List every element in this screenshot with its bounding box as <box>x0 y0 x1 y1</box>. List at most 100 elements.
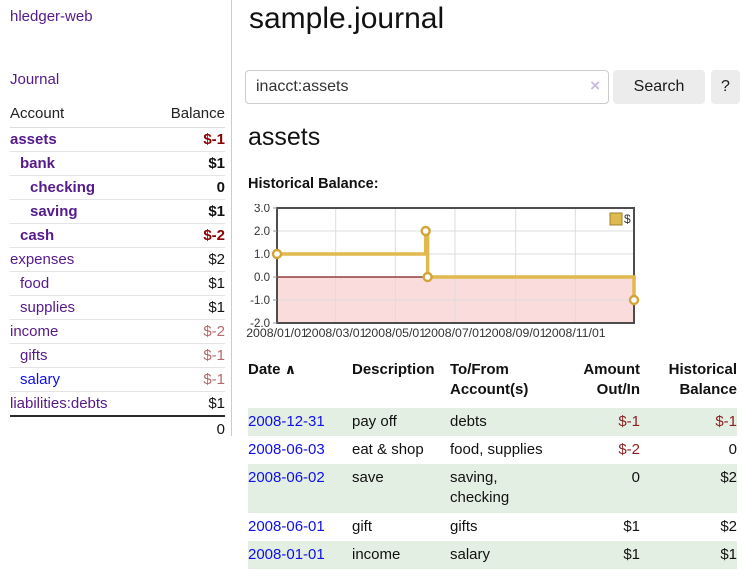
svg-text:1.0: 1.0 <box>254 249 270 261</box>
help-button[interactable]: ? <box>711 70 740 104</box>
account-balance: $2 <box>148 247 225 272</box>
transaction-row: 2008-12-31 pay off debts $-1 $-1 <box>248 407 737 436</box>
transaction-description: eat & shop <box>352 440 424 458</box>
account-balance: $1 <box>148 391 225 416</box>
account-balance: 0 <box>148 175 225 200</box>
transaction-row: 2008-06-03 eat & shop food, supplies $-2 0 <box>248 436 737 464</box>
account-name-cell: gifts <box>10 343 149 368</box>
svg-text:2.0: 2.0 <box>254 226 270 238</box>
svg-text:-1.0: -1.0 <box>250 295 270 307</box>
account-row: expenses $2 <box>10 247 225 272</box>
account-row: liabilities:debts $1 <box>10 391 225 416</box>
transaction-amount: $-1 <box>550 407 640 436</box>
transaction-date-link[interactable]: 2008-06-01 <box>248 517 325 535</box>
transaction-amount: $1 <box>623 517 640 535</box>
account-heading: assets <box>248 123 321 151</box>
account-balance: $-1 <box>148 367 225 392</box>
transaction-date-cell: 2008-06-01 <box>248 513 352 541</box>
sidebar-accounts-table: Account Balance assets $-1 bank $1 checking 0… <box>10 103 225 441</box>
transaction-date-link[interactable]: 2008-12-31 <box>248 412 325 430</box>
account-row: checking 0 <box>10 175 225 200</box>
account-row: income $-2 <box>10 319 225 344</box>
account-balance: $-1 <box>203 131 225 148</box>
transaction-amount: $-2 <box>618 440 640 458</box>
register-header-date[interactable]: Date ∧ <box>248 360 352 408</box>
account-row: salary $-1 <box>10 367 225 392</box>
account-link[interactable]: supplies <box>20 299 76 316</box>
sidebar-nav-journal[interactable]: Journal <box>10 71 60 88</box>
data-point-marker <box>420 225 431 237</box>
account-row: bank $1 <box>10 151 225 176</box>
account-name-cell: assets <box>10 128 148 152</box>
account-link[interactable]: income <box>10 323 59 340</box>
svg-text:2008/09/01: 2008/09/01 <box>485 326 547 340</box>
account-link[interactable]: food <box>20 275 50 292</box>
transaction-description: pay off <box>352 407 450 436</box>
account-link[interactable]: saving <box>30 203 78 220</box>
account-link[interactable]: cash <box>20 227 55 244</box>
account-name-cell: food <box>10 271 149 296</box>
search-button[interactable]: Search <box>613 70 705 104</box>
account-name-cell: salary <box>10 367 149 392</box>
account-balance: $-2 <box>148 319 225 344</box>
accounts-header-account: Account <box>10 103 149 128</box>
svg-text:2008/11/01: 2008/11/01 <box>545 326 606 340</box>
account-link[interactable]: assets <box>10 131 57 148</box>
account-row: food $1 <box>10 271 225 296</box>
account-row: gifts $-1 <box>10 343 225 368</box>
transaction-description: gift <box>352 517 373 535</box>
svg-text:0.0: 0.0 <box>254 272 270 284</box>
account-balance: $-2 <box>148 223 225 248</box>
search-input[interactable] <box>245 70 609 104</box>
transaction-balance: 0 <box>728 440 737 458</box>
svg-text:-2.0: -2.0 <box>250 318 270 330</box>
data-point-marker <box>271 248 283 260</box>
register-header-description: Description <box>352 361 435 378</box>
transaction-amount: 0 <box>550 464 640 513</box>
register-header-amount: Amount Out/In <box>583 361 640 398</box>
transaction-accounts: food, supplies <box>450 440 543 458</box>
transaction-date-link[interactable]: 2008-01-01 <box>248 545 325 563</box>
account-name-cell: expenses <box>10 247 149 272</box>
account-row: cash $-2 <box>10 223 225 248</box>
transaction-description: income <box>352 540 450 570</box>
transaction-date-cell: 2008-06-02 <box>248 464 352 513</box>
app-title-link[interactable]: hledger-web <box>10 8 93 25</box>
transaction-date-link[interactable]: 2008-06-02 <box>248 469 325 487</box>
account-name-cell: liabilities:debts <box>10 391 149 416</box>
balance-chart-svg: 3.0 2.0 1.0 0.0 -1.0 -2.02008/01/012008/03/01… <box>246 203 640 340</box>
transaction-accounts: salary <box>450 540 550 570</box>
account-balance: $1 <box>148 199 225 224</box>
account-link[interactable]: salary <box>20 371 61 388</box>
transaction-date-link[interactable]: 2008-06-03 <box>248 440 325 458</box>
account-name-cell: cash <box>10 223 149 248</box>
accounts-total-value: 0 <box>148 415 225 441</box>
transaction-date-cell: 2008-01-01 <box>248 540 352 570</box>
legend-label: $ <box>624 212 631 226</box>
account-row: supplies $1 <box>10 295 225 320</box>
clear-search-icon[interactable]: × <box>590 76 600 95</box>
account-link[interactable]: bank <box>20 155 56 172</box>
account-link[interactable]: checking <box>30 179 96 196</box>
sort-ascending-icon: ∧ <box>284 361 297 377</box>
account-row: assets $-1 <box>10 128 225 152</box>
account-link[interactable]: expenses <box>10 251 75 268</box>
data-point-marker <box>422 271 433 283</box>
account-link[interactable]: gifts <box>20 347 48 364</box>
account-name-cell: income <box>10 319 149 344</box>
transaction-description: save <box>352 464 450 513</box>
legend-swatch <box>609 212 623 226</box>
register-table: Date ∧ Description To/From Account(s) Am… <box>248 360 737 570</box>
account-row: saving $1 <box>10 199 225 224</box>
account-link[interactable]: liabilities:debts <box>10 395 108 412</box>
svg-text:3.0: 3.0 <box>254 204 270 215</box>
transaction-date-cell: 2008-12-31 <box>248 407 352 436</box>
transaction-balance: $2 <box>640 464 737 513</box>
transaction-row: 2008-06-01 gift gifts $1 $2 <box>248 513 737 541</box>
accounts-total-spacer <box>10 415 149 441</box>
transaction-date-cell: 2008-06-03 <box>248 436 352 464</box>
account-balance: $-1 <box>148 343 225 368</box>
account-name-cell: saving <box>10 199 149 224</box>
transaction-amount: $1 <box>550 540 640 570</box>
